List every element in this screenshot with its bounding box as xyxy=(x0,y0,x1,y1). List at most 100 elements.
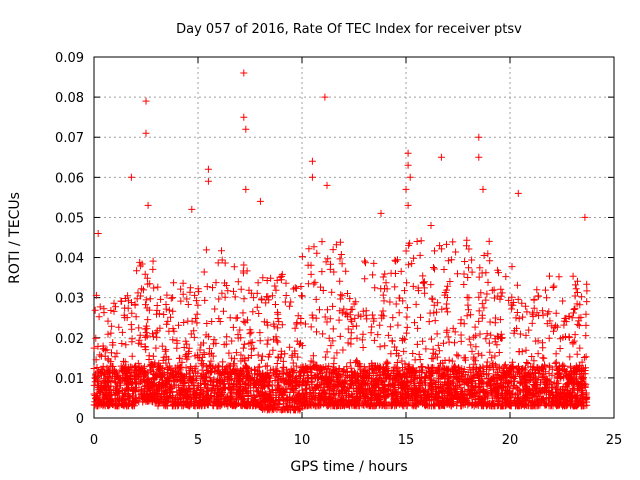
y-tick-label: 0.02 xyxy=(55,332,84,347)
scatter-point xyxy=(204,401,212,409)
scatter-point xyxy=(222,282,230,289)
scatter-point xyxy=(234,278,242,286)
scatter-point xyxy=(183,370,190,378)
scatter-point xyxy=(219,389,226,396)
scatter-point xyxy=(219,358,227,366)
scatter-point xyxy=(249,308,257,316)
scatter-point xyxy=(142,296,150,304)
scatter-point xyxy=(262,392,270,400)
scatter-point xyxy=(132,395,140,403)
scatter-point xyxy=(136,262,144,270)
scatter-point xyxy=(173,337,181,345)
scatter-point xyxy=(174,362,182,370)
scatter-point xyxy=(145,378,153,386)
scatter-point xyxy=(128,338,136,346)
scatter-point xyxy=(122,373,130,381)
scatter-point xyxy=(292,383,300,391)
scatter-point xyxy=(287,298,295,306)
scatter-point xyxy=(96,351,104,359)
scatter-point xyxy=(115,323,123,331)
scatter-point xyxy=(183,295,191,303)
scatter-point xyxy=(269,365,277,373)
scatter-point xyxy=(209,352,217,360)
scatter-point xyxy=(149,265,157,273)
scatter-point xyxy=(245,286,253,294)
scatter-point xyxy=(338,292,346,300)
scatter-point xyxy=(329,337,337,345)
scatter-point xyxy=(138,395,146,403)
scatter-point xyxy=(167,313,174,321)
scatter-point xyxy=(206,361,214,369)
y-tick-label: 0.03 xyxy=(55,292,84,307)
scatter-point xyxy=(92,356,100,364)
scatter-point xyxy=(298,253,306,261)
scatter-point xyxy=(183,355,191,363)
scatter-point xyxy=(224,287,232,295)
scatter-point xyxy=(237,285,245,293)
scatter-point xyxy=(230,401,237,409)
scatter-point xyxy=(261,375,268,383)
scatter-point xyxy=(179,290,187,298)
scatter-point xyxy=(288,353,296,361)
scatter-point xyxy=(282,403,290,411)
scatter-point xyxy=(240,340,248,348)
scatter-point xyxy=(251,379,259,387)
scatter-point xyxy=(149,375,157,383)
scatter-point xyxy=(146,383,154,391)
scatter-point xyxy=(91,392,99,399)
scatter-point xyxy=(200,349,208,357)
scatter-point xyxy=(161,347,169,355)
scatter-point xyxy=(108,349,115,357)
scatter-point xyxy=(178,402,186,409)
scatter-point xyxy=(167,365,175,373)
scatter-point xyxy=(267,274,275,282)
scatter-point xyxy=(272,333,280,341)
scatter-point xyxy=(156,324,164,332)
scatter-point xyxy=(230,263,238,271)
scatter-point xyxy=(226,375,234,383)
scatter-point xyxy=(232,314,240,322)
scatter-point xyxy=(137,391,145,399)
scatter-point xyxy=(204,392,212,400)
scatter-point xyxy=(137,340,145,348)
scatter-point xyxy=(250,397,258,405)
scatter-point xyxy=(156,365,164,373)
scatter-point xyxy=(291,324,299,332)
scatter-point xyxy=(221,293,229,301)
scatter-point xyxy=(176,354,184,362)
scatter-point xyxy=(261,381,269,389)
scatter-point xyxy=(90,381,98,389)
scatter-point xyxy=(201,296,209,304)
scatter-point xyxy=(271,282,279,290)
scatter-point xyxy=(95,313,103,321)
scatter-point xyxy=(123,401,131,409)
scatter-point xyxy=(300,372,307,380)
scatter-point xyxy=(134,359,142,367)
scatter-point xyxy=(246,375,254,383)
scatter-point xyxy=(187,400,195,408)
scatter-point xyxy=(114,402,121,410)
scatter-point xyxy=(220,341,228,349)
scatter-point xyxy=(205,350,213,358)
scatter-point xyxy=(217,377,225,385)
scatter-point xyxy=(154,392,162,400)
scatter-point xyxy=(191,291,199,299)
scatter-point xyxy=(162,353,170,361)
scatter-point xyxy=(293,397,301,405)
scatter-point xyxy=(147,366,154,374)
scatter-point xyxy=(98,368,106,376)
scatter-point xyxy=(230,368,238,375)
scatter-point xyxy=(162,346,170,354)
scatter-point xyxy=(221,374,229,382)
scatter-point xyxy=(91,378,99,386)
scatter-point xyxy=(272,394,280,401)
scatter-point xyxy=(107,378,115,386)
scatter-point xyxy=(137,368,145,376)
scatter-point xyxy=(137,376,145,384)
scatter-point xyxy=(158,370,166,378)
scatter-point xyxy=(292,362,300,370)
scatter-point xyxy=(196,346,204,354)
scatter-point xyxy=(104,317,112,325)
scatter-point xyxy=(210,336,218,344)
scatter-point xyxy=(240,317,248,325)
